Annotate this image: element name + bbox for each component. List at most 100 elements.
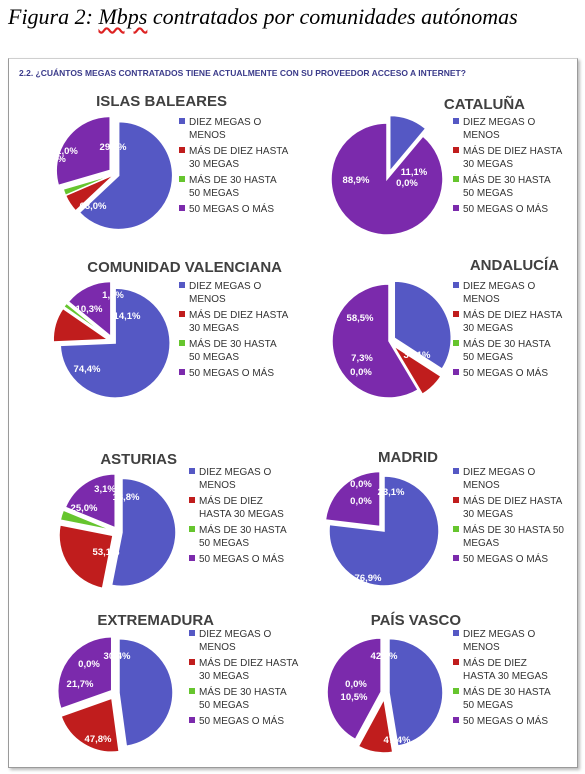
legend-label: MENOS xyxy=(463,294,500,305)
pie-chart-cataluna: CATALUÑA 11,1%0,0% 88,9% DIEZ MEGAS O MENOS M… xyxy=(330,95,563,236)
legend-swatch xyxy=(189,688,195,694)
chart-title: COMUNIDAD VALENCIANA xyxy=(87,259,282,276)
legend-label: MÁS DE DIEZ HASTA xyxy=(189,308,289,321)
chart-title: ISLAS BALEARES xyxy=(96,93,227,110)
legend-swatch xyxy=(189,526,195,532)
legend-label: 50 MEGAS xyxy=(199,700,249,711)
legend-label: 30 MEGAS xyxy=(463,323,513,334)
legend-label: 50 MEGAS O MÁS xyxy=(463,552,548,565)
legend-swatch xyxy=(453,147,459,153)
pie-chart-asturias: ASTURIAS 53,1% 25,0% 3,1%18,8% DIEZ MEGAS O M… xyxy=(58,451,287,590)
data-label: 76,9% xyxy=(355,573,382,584)
legend-label: 30 MEGAS xyxy=(189,323,239,334)
legend-swatch xyxy=(453,369,459,375)
data-label: 42,1% xyxy=(371,651,398,662)
pie-slice xyxy=(67,280,112,339)
legend-label: 30 MEGAS xyxy=(463,159,513,170)
legend-label: MENOS xyxy=(463,480,500,491)
legend-label: MENOS xyxy=(463,642,500,653)
pie-slice xyxy=(59,509,114,532)
pie-slice xyxy=(392,344,443,396)
pie-chart-pais-vasco: PAÍS VASCO 47,4% 10,5% 0,0% 42,1% DIEZ MEGAS … xyxy=(326,612,551,754)
legend-label: MÁS DE 30 HASTA xyxy=(189,337,277,350)
legend-swatch xyxy=(453,497,459,503)
legend-swatch xyxy=(179,340,185,346)
data-label: 2,0% xyxy=(56,146,78,157)
data-label: 14,1% xyxy=(114,311,141,322)
legend-label: DIEZ MEGAS O xyxy=(463,281,535,292)
legend-swatch xyxy=(453,176,459,182)
data-label: 34,1% xyxy=(404,350,431,361)
data-label: 0,0% xyxy=(350,479,372,490)
legend-swatch xyxy=(189,717,195,723)
data-label: 88,9% xyxy=(343,175,370,186)
legend-swatch xyxy=(189,468,195,474)
legend-label: 30 MEGAS xyxy=(463,509,513,520)
legend-label: MÁS DE 30 HASTA 50 xyxy=(463,523,564,536)
legend-swatch xyxy=(453,205,459,211)
legend-swatch xyxy=(179,282,185,288)
legend-swatch xyxy=(189,630,195,636)
pie-slice xyxy=(324,470,381,528)
data-label: 0,0% xyxy=(350,367,372,378)
legend-label: MENOS xyxy=(189,130,226,141)
pie-slice xyxy=(62,173,116,197)
pie-slice xyxy=(328,475,440,587)
legend-swatch xyxy=(179,205,185,211)
legend-swatch xyxy=(179,369,185,375)
data-label: 7,3% xyxy=(351,353,373,364)
legend-swatch xyxy=(453,630,459,636)
legend-swatch xyxy=(189,497,195,503)
legend-swatch xyxy=(453,526,459,532)
data-label: 25,0% xyxy=(71,503,98,514)
pie-slice xyxy=(388,114,427,174)
figure-title: Figura 2: Mbps contratados por comunidad… xyxy=(8,4,578,30)
survey-question: 2.2. ¿CUÁNTOS MEGAS CONTRATADOS TIENE AC… xyxy=(19,68,466,78)
data-label: 1,3% xyxy=(102,290,124,301)
pie-charts-grid: ISLAS BALEARES 63,0% 5,5%2,0% 29,5% DIEZ MEG… xyxy=(44,93,564,754)
legend-swatch xyxy=(453,688,459,694)
data-label: 0,0% xyxy=(345,679,367,690)
legend-label: MENOS xyxy=(189,294,226,305)
legend-swatch xyxy=(453,468,459,474)
chart-panel: 2.2. ¿CUÁNTOS MEGAS CONTRATADOS TIENE AC… xyxy=(8,58,578,768)
data-label: 21,7% xyxy=(67,679,94,690)
data-label: 3,1% xyxy=(94,484,116,495)
pie-chart-comunidad-valenciana: COMUNIDAD VALENCIANA 74,4% 10,3% 1,3% 14,1% D… xyxy=(52,259,289,399)
legend-swatch xyxy=(453,282,459,288)
data-label: 23,1% xyxy=(378,487,405,498)
legend-swatch xyxy=(453,717,459,723)
pie-slice xyxy=(52,307,111,343)
data-label: 0,0% xyxy=(350,496,372,507)
pie-chart-extremadura: EXTREMADURA 47,8% 21,7% 0,0% 30,4% DIEZ MEGAS… xyxy=(56,612,299,753)
legend-label: DIEZ MEGAS O xyxy=(463,117,535,128)
data-label: 58,5% xyxy=(347,313,374,324)
legend-label: 50 MEGAS O MÁS xyxy=(189,202,274,215)
pie-slice xyxy=(331,283,420,399)
legend-label: HASTA 30 MEGAS xyxy=(199,509,284,520)
legend-label: DIEZ MEGAS O xyxy=(199,467,271,478)
legend-label: DIEZ MEGAS O xyxy=(199,629,271,640)
legend-label: 50 MEGAS O MÁS xyxy=(189,366,274,379)
legend-label: MÁS DE 30 HASTA xyxy=(463,685,551,698)
figure-title-word: Mbps xyxy=(98,4,148,29)
data-label: 63,0% xyxy=(80,201,107,212)
legend-label: DIEZ MEGAS O xyxy=(463,467,535,478)
pie-slice xyxy=(56,635,113,710)
legend-label: 50 MEGAS O MÁS xyxy=(463,366,548,379)
data-label: 0,0% xyxy=(78,659,100,670)
data-label: 47,8% xyxy=(85,734,112,745)
legend-label: MENOS xyxy=(199,480,236,491)
pie-slice xyxy=(55,115,111,187)
chart-title: CATALUÑA xyxy=(444,95,525,113)
data-label: 10,5% xyxy=(341,692,368,703)
legend-label: MÁS DE 30 HASTA xyxy=(199,523,287,536)
data-label: 10,3% xyxy=(76,304,103,315)
data-label: 18,8% xyxy=(113,492,140,503)
legend-swatch xyxy=(453,340,459,346)
legend-label: 50 MEGAS xyxy=(189,188,239,199)
legend-label: MÁS DE DIEZ xyxy=(463,656,527,669)
legend-swatch xyxy=(453,555,459,561)
pie-slice xyxy=(78,120,174,231)
legend-label: MÁS DE DIEZ HASTA xyxy=(199,656,299,669)
